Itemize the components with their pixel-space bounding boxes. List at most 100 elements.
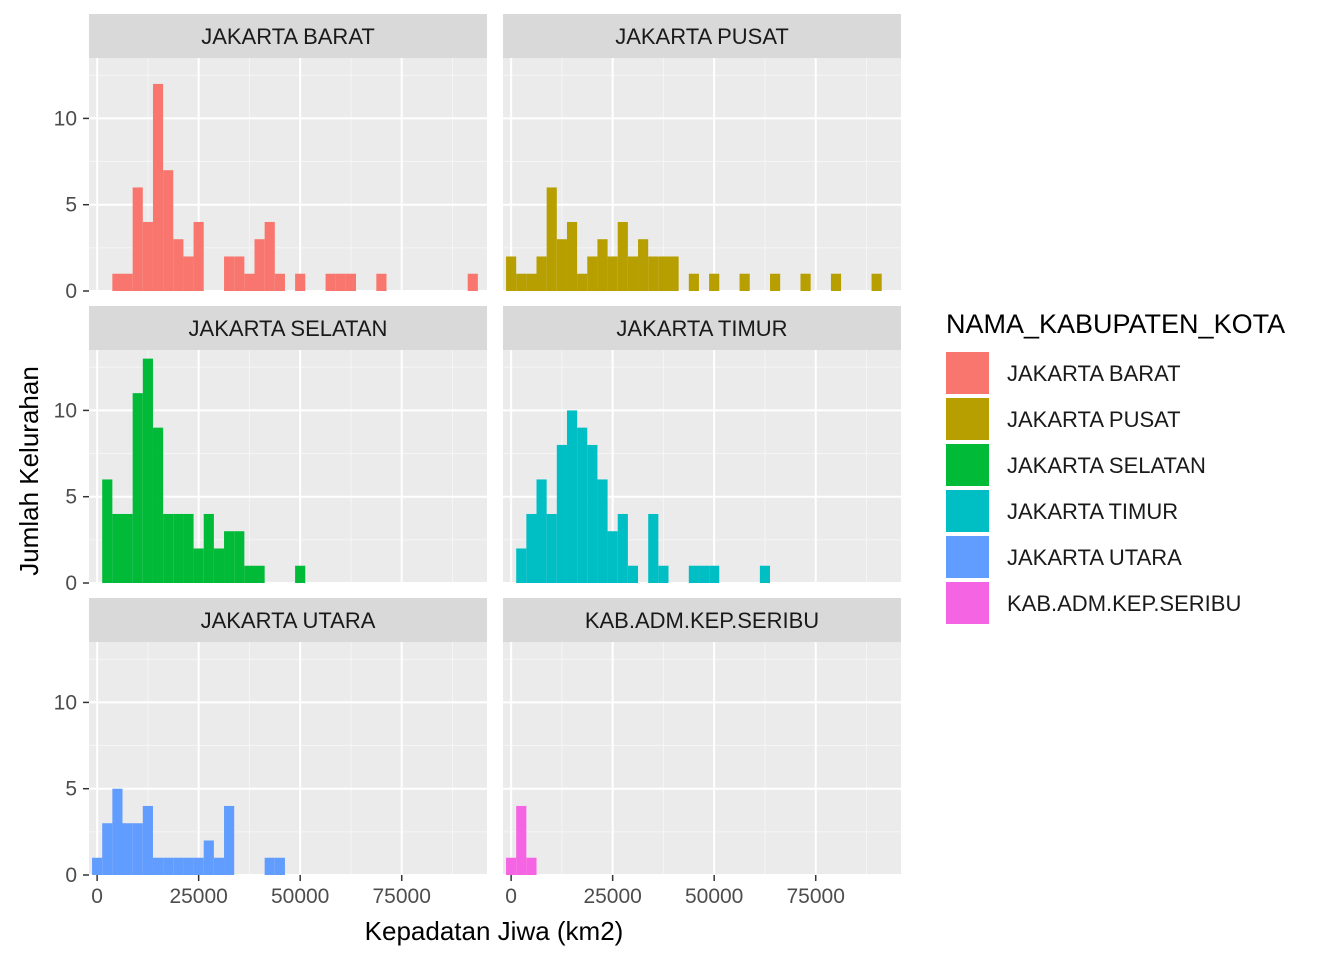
histogram-bar bbox=[163, 857, 174, 875]
x-tick-label: 0 bbox=[505, 885, 517, 908]
histogram-bar bbox=[112, 788, 123, 875]
histogram-bar bbox=[709, 273, 720, 291]
facet-strip bbox=[89, 306, 487, 350]
histogram-bar bbox=[224, 256, 235, 291]
histogram-bar bbox=[244, 273, 255, 291]
legend-key bbox=[946, 490, 989, 532]
legend-entry-jakarta-utara: JAKARTA UTARA bbox=[946, 536, 1182, 578]
histogram-bar bbox=[244, 565, 255, 583]
histogram-bar bbox=[325, 273, 336, 291]
histogram-bar bbox=[658, 565, 669, 583]
histogram-bar bbox=[142, 805, 153, 875]
histogram-bar bbox=[617, 221, 628, 291]
histogram-bar bbox=[152, 857, 164, 875]
histogram-bar bbox=[376, 273, 387, 291]
x-tick-label: 75000 bbox=[787, 885, 845, 908]
histogram-bar bbox=[274, 273, 285, 291]
histogram-bar bbox=[264, 221, 275, 291]
legend-key bbox=[946, 582, 989, 624]
histogram-bar bbox=[577, 427, 588, 583]
histogram-bar bbox=[213, 857, 225, 875]
facet-strip bbox=[503, 306, 901, 350]
legend-label: JAKARTA TIMUR bbox=[1007, 499, 1178, 524]
facet-jakarta-barat: JAKARTA BARAT 0 5 10 bbox=[54, 14, 487, 303]
legend-label: JAKARTA SELATAN bbox=[1007, 453, 1206, 478]
histogram-bar bbox=[234, 531, 245, 583]
histogram-bar bbox=[516, 273, 527, 291]
histogram-bar bbox=[224, 531, 235, 583]
histogram-bar bbox=[142, 358, 153, 583]
facet-strip bbox=[503, 598, 901, 642]
histogram-bar bbox=[597, 239, 608, 291]
legend-entry-jakarta-selatan: JAKARTA SELATAN bbox=[946, 444, 1206, 486]
x-tick-label: 25000 bbox=[169, 885, 227, 908]
facet-strip-label: JAKARTA UTARA bbox=[201, 608, 376, 633]
legend-label: JAKARTA UTARA bbox=[1007, 545, 1182, 570]
facet-strip-label: JAKARTA PUSAT bbox=[615, 24, 789, 49]
histogram-bar bbox=[264, 857, 275, 875]
histogram-bar bbox=[102, 823, 113, 875]
histogram-bar bbox=[688, 565, 699, 583]
facet-strip-label: KAB.ADM.KEP.SERIBU bbox=[585, 608, 819, 633]
histogram-bar bbox=[638, 239, 649, 291]
x-tick-label: 50000 bbox=[271, 885, 329, 908]
panel-background bbox=[89, 642, 487, 875]
histogram-bar bbox=[213, 548, 225, 583]
facet-jakarta-utara: JAKARTA UTARA 0 5 10 0 25000 50000 75000 bbox=[54, 598, 487, 908]
histogram-bar bbox=[668, 256, 679, 291]
histogram-bar bbox=[345, 273, 357, 291]
histogram-bar bbox=[830, 273, 842, 291]
histogram-bar bbox=[648, 513, 659, 583]
histogram-bar bbox=[224, 805, 235, 875]
legend-title: NAMA_KABUPATEN_KOTA bbox=[946, 309, 1285, 339]
histogram-bar bbox=[658, 256, 669, 291]
histogram-bar bbox=[627, 565, 639, 583]
histogram-bar bbox=[173, 857, 184, 875]
y-tick-label: 5 bbox=[65, 486, 77, 509]
histogram-bar bbox=[152, 427, 164, 583]
histogram-bar bbox=[254, 239, 265, 291]
histogram-bar bbox=[102, 479, 113, 583]
y-tick-label: 5 bbox=[65, 194, 77, 217]
histogram-bar bbox=[526, 273, 537, 291]
histogram-bar bbox=[709, 565, 720, 583]
histogram-bar bbox=[163, 513, 174, 583]
histogram-bar bbox=[92, 857, 103, 875]
x-tick-label: 75000 bbox=[373, 885, 431, 908]
legend-key bbox=[946, 398, 989, 440]
histogram-bar bbox=[759, 565, 771, 583]
histogram-bar bbox=[871, 273, 882, 291]
histogram-bar bbox=[467, 273, 478, 291]
facet-jakarta-pusat: JAKARTA PUSAT bbox=[503, 14, 901, 292]
y-tick-label: 10 bbox=[54, 107, 77, 130]
histogram-bar bbox=[566, 410, 578, 583]
y-axis-title: Jumlah Kelurahan bbox=[14, 366, 44, 576]
histogram-bar bbox=[770, 273, 781, 291]
histogram-bar bbox=[627, 256, 639, 291]
facet-jakarta-selatan: JAKARTA SELATAN 0 5 10 bbox=[54, 306, 487, 595]
histogram-bar bbox=[526, 513, 537, 583]
histogram-bar bbox=[234, 256, 245, 291]
histogram-bar bbox=[648, 256, 659, 291]
histogram-bar bbox=[587, 444, 598, 583]
histogram-bar bbox=[526, 857, 537, 875]
legend-entry-kab-adm-kep-seribu: KAB.ADM.KEP.SERIBU bbox=[946, 582, 1241, 624]
legend-key bbox=[946, 352, 989, 394]
histogram-bar bbox=[112, 513, 123, 583]
legend-key bbox=[946, 444, 989, 486]
histogram-bar bbox=[132, 393, 143, 583]
legend: NAMA_KABUPATEN_KOTA JAKARTA BARAT JAKARTA… bbox=[946, 309, 1285, 624]
histogram-bar bbox=[506, 256, 517, 291]
legend-entry-jakarta-barat: JAKARTA BARAT bbox=[946, 352, 1181, 394]
legend-key bbox=[946, 536, 989, 578]
histogram-bar bbox=[607, 256, 618, 291]
histogram-bar bbox=[556, 444, 567, 583]
y-tick-label: 10 bbox=[54, 399, 77, 422]
histogram-bar bbox=[295, 565, 306, 583]
facet-strip bbox=[89, 598, 487, 642]
y-tick-label: 0 bbox=[65, 572, 77, 595]
histogram-bar bbox=[739, 273, 750, 291]
histogram-bar bbox=[617, 513, 628, 583]
histogram-bar bbox=[193, 548, 204, 583]
facet-strip bbox=[503, 14, 901, 58]
